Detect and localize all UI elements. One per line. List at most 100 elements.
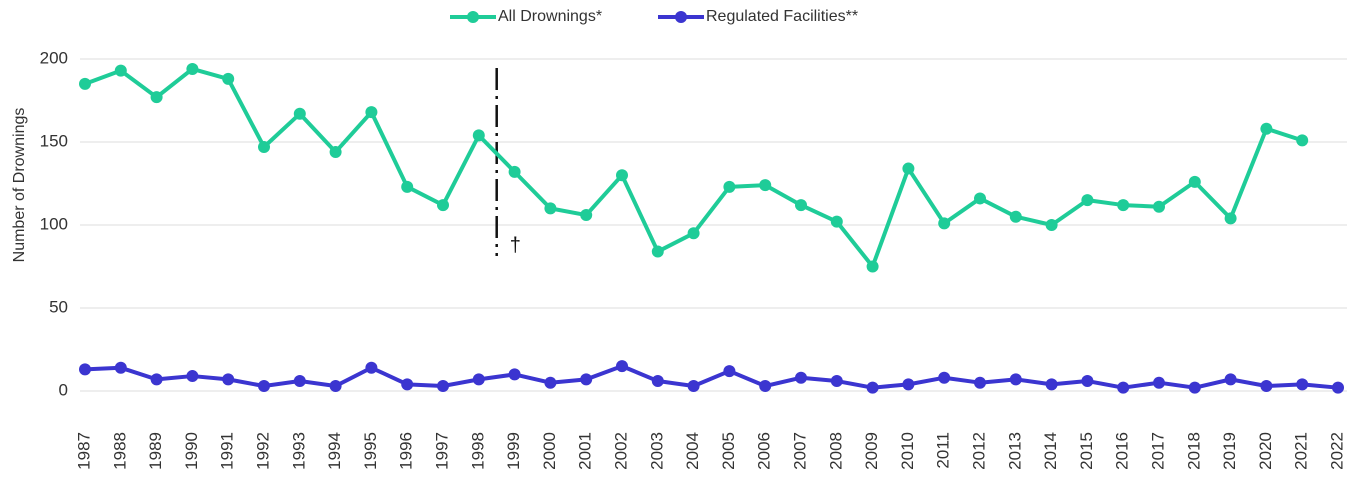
data-point [866,260,879,273]
data-point [401,180,414,193]
legend-marker [467,11,479,23]
data-point [866,381,879,394]
annotation: † [510,234,521,256]
data-point [723,180,736,193]
x-tick-label: 2005 [719,432,738,470]
data-point [258,140,270,153]
x-tick-label: 2006 [755,432,774,470]
x-tick-label: 1997 [432,432,451,470]
data-point [114,64,127,77]
data-point [508,165,521,178]
x-tick-label: 1990 [182,432,201,470]
data-point [472,129,485,142]
data-point [687,380,700,393]
x-tick-label: 1994 [325,432,344,470]
x-tick-label: 2007 [790,432,809,470]
data-point [329,380,342,393]
data-point [1296,134,1309,147]
x-tick-label: 1989 [146,432,165,470]
data-point [293,107,306,120]
y-tick-label: 0 [59,380,68,399]
data-point [1188,381,1201,394]
x-tick-label: 2002 [611,432,630,470]
data-point [651,245,664,258]
y-tick-label: 200 [40,48,68,67]
data-point [222,373,235,386]
data-point [544,376,557,389]
data-point [150,373,163,386]
data-point [114,361,127,374]
data-point [938,217,951,230]
x-tick-label: 2016 [1113,432,1132,470]
data-point [79,77,91,90]
x-tick-label: 2003 [647,432,666,470]
x-tick-label: 2019 [1220,432,1239,470]
x-tick-label: 2008 [826,432,845,470]
data-point [687,227,700,240]
x-tick-label: 1993 [289,432,308,470]
x-tick-label: 2010 [898,432,917,470]
data-point [1117,381,1130,394]
data-point [580,209,593,222]
data-point [1224,373,1237,386]
data-point [1081,194,1094,207]
legend-marker [675,11,687,23]
data-point [830,375,843,388]
data-point [186,62,199,75]
data-point [508,368,521,381]
data-point [150,91,163,104]
x-tick-label: 2018 [1184,432,1203,470]
data-point [1260,380,1273,393]
x-tick-label: 2001 [576,432,595,470]
data-point [1224,212,1237,225]
data-point [437,199,449,212]
data-point [830,215,843,228]
data-point [472,373,485,386]
data-point [580,373,593,386]
y-tick-label: 150 [40,131,68,150]
legend-label: Regulated Facilities** [706,8,858,25]
data-point [723,365,736,378]
data-point [1153,376,1165,389]
y-axis-label: Number of Drownings [11,108,28,263]
x-tick-label: 2000 [540,432,559,470]
data-point [1296,378,1309,391]
data-point [401,378,414,391]
data-point [902,162,915,175]
x-tick-label: 1987 [74,432,93,470]
x-tick-label: 1988 [110,432,129,470]
data-point [651,375,664,388]
data-point [938,371,951,384]
data-point [616,169,628,182]
data-point [1260,122,1273,135]
data-point [437,380,449,393]
data-point [1009,373,1022,386]
data-point [544,202,557,215]
x-tick-label: 1999 [504,432,523,470]
data-point [365,361,378,374]
x-tick-label: 2015 [1077,432,1096,470]
x-tick-label: 1995 [361,432,380,470]
x-tick-label: 1992 [253,432,272,470]
data-point [1081,375,1094,388]
data-point [974,376,986,389]
legend-label: All Drownings* [498,8,602,25]
x-tick-label: 2021 [1292,432,1311,470]
data-point [1188,175,1201,188]
x-tick-label: 1998 [468,432,487,470]
data-point [759,179,772,192]
data-point [795,199,807,212]
y-tick-label: 100 [40,214,68,233]
data-point [616,360,628,373]
data-point [1045,219,1058,231]
data-point [258,380,270,393]
x-tick-label: 1996 [397,432,416,470]
x-tick-label: 2020 [1256,432,1275,470]
x-tick-label: 1991 [218,432,237,470]
x-tick-label: 2022 [1327,432,1346,470]
data-point [365,106,378,119]
x-tick-label: 2014 [1041,432,1060,470]
data-point [1045,378,1058,391]
data-point [1117,199,1130,212]
